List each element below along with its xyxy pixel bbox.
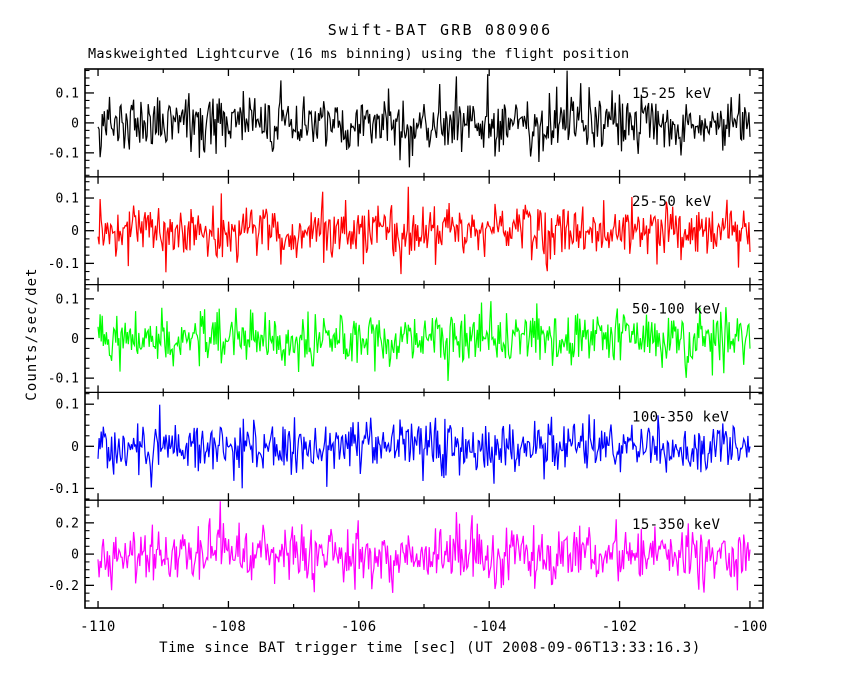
series-line-15-350-kev xyxy=(97,501,751,593)
y-tick-label: 0.1 xyxy=(56,292,79,307)
y-tick-label: -0.1 xyxy=(48,257,79,272)
y-tick-label: -0.1 xyxy=(48,146,79,161)
y-tick-label: 0 xyxy=(71,332,79,347)
band-label-100-350-kev: 100-350 keV xyxy=(632,409,729,425)
y-tick-label: 0.1 xyxy=(56,398,79,413)
x-tick-label: -102 xyxy=(602,619,638,635)
band-label-15-350-kev: 15-350 keV xyxy=(632,517,720,533)
y-tick-label: -0.2 xyxy=(48,579,79,594)
y-tick-label: 0.1 xyxy=(56,192,79,207)
series-line-25-50-kev xyxy=(97,186,751,275)
y-tick-label: 0.2 xyxy=(56,516,79,531)
y-tick-label: 0 xyxy=(71,224,79,239)
x-tick-label: -100 xyxy=(732,619,768,635)
y-tick-label: 0.1 xyxy=(56,87,79,102)
series-lines xyxy=(97,70,751,593)
band-label-25-50-kev: 25-50 keV xyxy=(632,194,712,210)
tick-labels: 0.1 0 -0.1 0.1 0 -0.1 0.1 0 -0.1 0.1 0 -0.1 0.2 0 -0.2… xyxy=(48,87,768,636)
series-line-50-100-kev xyxy=(97,301,751,382)
axes-frame xyxy=(84,68,764,609)
series-line-100-350-kev xyxy=(97,404,751,489)
x-tick-label: -108 xyxy=(211,619,247,635)
y-tick-label: 0 xyxy=(71,548,79,563)
series-line-15-25-kev xyxy=(97,70,751,168)
plot-title: Swift-BAT GRB 080906 xyxy=(328,21,553,39)
band-label-15-25-kev: 15-25 keV xyxy=(632,86,712,102)
band-label-50-100-kev: 50-100 keV xyxy=(632,302,720,318)
y-tick-label: -0.1 xyxy=(48,372,79,387)
y-axis-label: Counts/sec/det xyxy=(24,267,40,400)
x-tick-label: -110 xyxy=(80,619,116,635)
x-axis-label: Time since BAT trigger time [sec] (UT 20… xyxy=(159,640,701,656)
x-tick-label: -106 xyxy=(341,619,377,635)
y-tick-label: -0.1 xyxy=(48,482,79,497)
x-tick-label: -104 xyxy=(471,619,507,635)
y-tick-label: 0 xyxy=(71,116,79,131)
plot-subtitle: Maskweighted Lightcurve (16 ms binning) … xyxy=(88,46,629,62)
y-tick-label: 0 xyxy=(71,440,79,455)
